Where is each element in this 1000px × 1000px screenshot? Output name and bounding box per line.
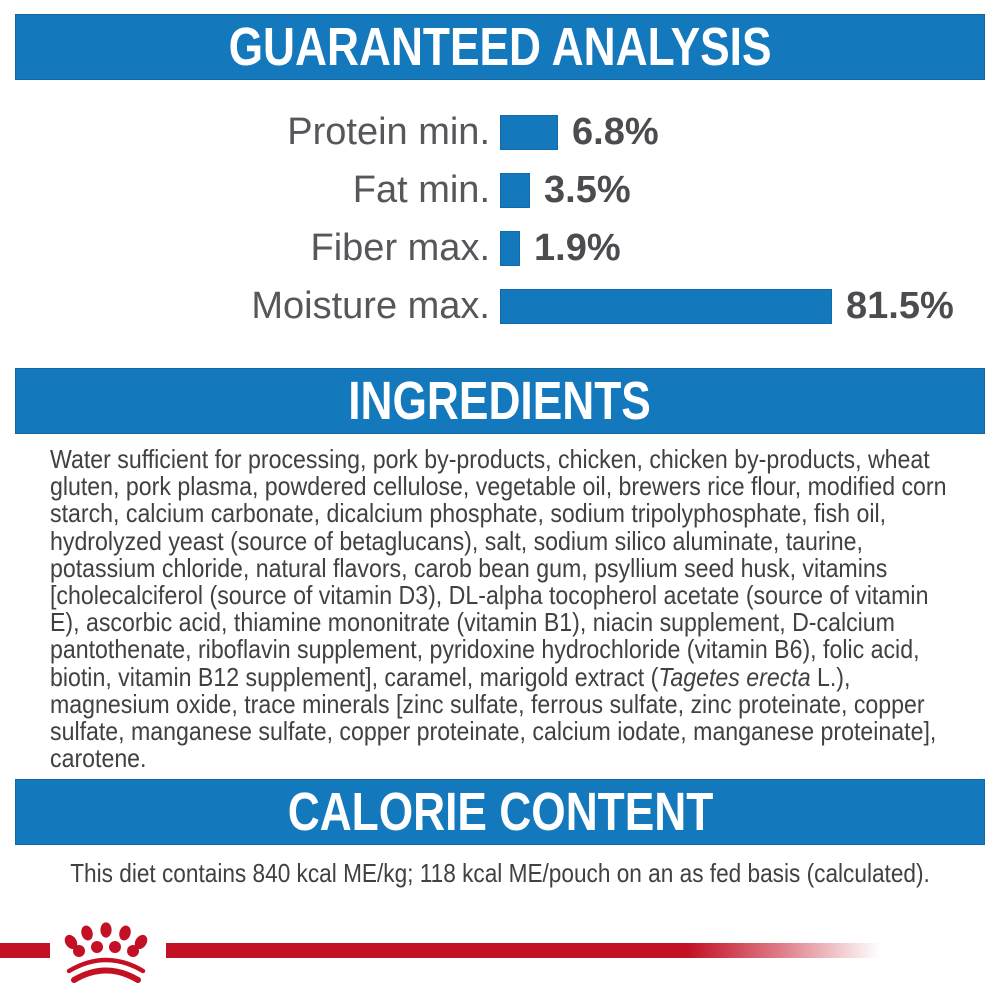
chart-row-moisture: Moisture max. 81.5% [0,285,1000,327]
fat-value: 3.5% [544,169,631,211]
fat-label: Fat min. [352,169,490,211]
moisture-bar [500,289,832,324]
chart-row-fiber: Fiber max. 1.9% [0,227,1000,269]
ingredients-text-part2: L.), magnesium oxide, trace minerals [zi… [50,661,937,774]
fiber-value: 1.9% [534,227,621,269]
brand-stripe-left [0,943,50,958]
protein-label: Protein min. [287,111,490,153]
moisture-label: Moisture max. [251,285,490,327]
guaranteed-analysis-header: GUARANTEED ANALYSIS [15,14,985,80]
calorie-content-text: This diet contains 840 kcal ME/kg; 118 k… [70,858,930,888]
ingredients-latin-name: Tagetes erecta [658,661,811,692]
calorie-content-title: CALORIE CONTENT [287,782,713,842]
ingredients-header: INGREDIENTS [15,368,985,434]
protein-value: 6.8% [572,111,659,153]
chart-row-fat: Fat min. 3.5% [0,169,1000,211]
fiber-label: Fiber max. [310,227,490,269]
protein-bar [500,115,558,150]
ingredients-paragraph: Water sufficient for processing, pork by… [50,444,951,774]
ingredients-text-part1: Water sufficient for processing, pork by… [50,444,947,692]
brand-stripe-right [166,943,880,958]
calorie-content-line: This diet contains 840 kcal ME/kg; 118 k… [0,858,1000,889]
royal-canin-crown-logo-icon [64,922,148,983]
guaranteed-analysis-title: GUARANTEED ANALYSIS [228,17,772,77]
guaranteed-analysis-chart: Protein min. 6.8% Fat min. 3.5% Fiber ma… [0,111,1000,347]
fat-bar [500,173,530,208]
calorie-content-header: CALORIE CONTENT [15,779,985,845]
ingredients-title: INGREDIENTS [348,371,652,431]
moisture-value: 81.5% [846,285,954,327]
chart-row-protein: Protein min. 6.8% [0,111,1000,153]
fiber-bar [500,231,520,266]
